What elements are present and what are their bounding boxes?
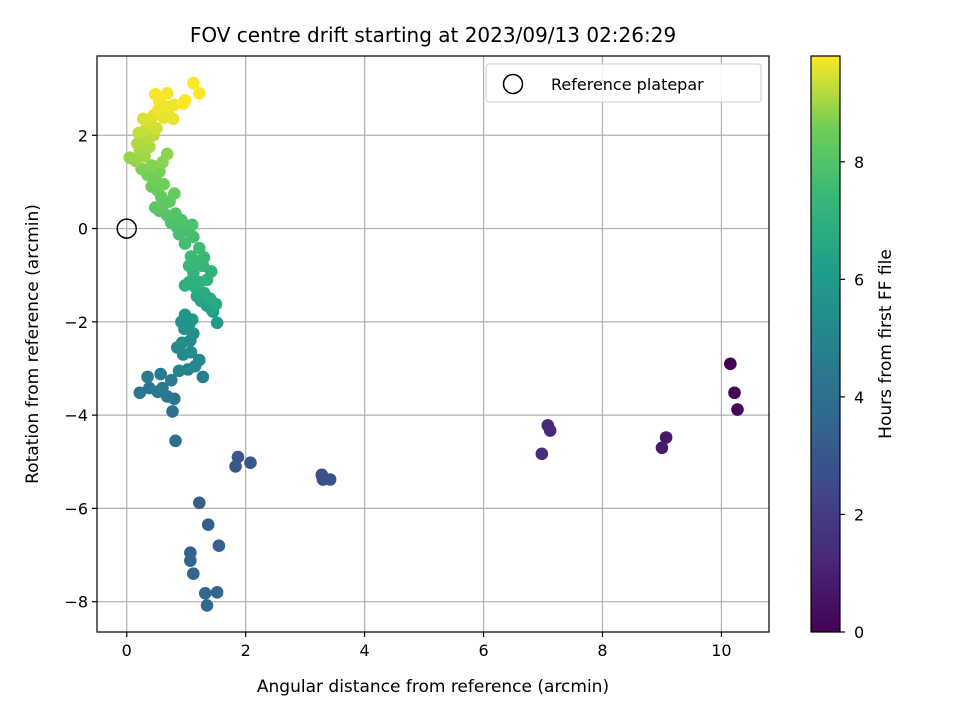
data-point: [201, 518, 215, 532]
data-point: [165, 373, 178, 387]
data-point: [185, 218, 199, 232]
data-points: [123, 76, 744, 612]
data-point: [197, 251, 211, 264]
x-tick-label: 8: [597, 641, 607, 660]
data-point: [160, 87, 174, 100]
colorbar-tick-label: 4: [854, 388, 864, 407]
colorbar-tick-label: 8: [854, 153, 864, 172]
data-point: [178, 279, 192, 292]
y-tick-label: 2: [78, 126, 88, 145]
y-tick-label: −2: [64, 313, 88, 332]
data-point: [166, 405, 179, 418]
data-point: [192, 496, 206, 510]
data-point: [184, 554, 197, 567]
colorbar: 0 2 4 6 8 Hours from first FF file: [810, 55, 896, 642]
x-tick-label: 6: [478, 641, 488, 660]
data-point: [212, 539, 226, 553]
reference-platepar-marker: [116, 218, 137, 239]
data-point: [184, 250, 198, 263]
data-point: [156, 381, 169, 395]
colorbar-tick-label: 0: [854, 623, 864, 642]
data-point: [187, 76, 200, 90]
data-point: [169, 434, 182, 448]
data-point: [160, 147, 174, 161]
data-point: [655, 441, 669, 455]
data-point: [244, 456, 257, 469]
grid: [97, 56, 769, 632]
colorbar-tick-label: 6: [854, 270, 864, 289]
data-point: [141, 370, 154, 384]
colorbar-ticks: 0 2 4 6 8: [840, 153, 864, 642]
data-point: [200, 599, 214, 612]
data-point: [145, 159, 159, 172]
data-point: [731, 403, 744, 416]
data-point: [168, 187, 181, 200]
data-point: [131, 137, 144, 150]
data-point: [724, 357, 737, 371]
data-point: [728, 386, 741, 400]
y-axis: −8 −6 −4 −2 0 2: [64, 126, 97, 612]
data-point: [196, 370, 210, 384]
legend-box: [485, 63, 762, 103]
data-point: [176, 97, 190, 110]
legend-entry-reference: Reference platepar: [551, 75, 704, 94]
x-tick-label: 4: [360, 641, 370, 660]
data-point: [192, 241, 206, 255]
colorbar-gradient: [810, 55, 841, 633]
data-point: [210, 316, 224, 330]
data-point: [137, 112, 150, 126]
data-point: [166, 112, 180, 126]
plot-frame: [96, 55, 770, 633]
legend-reference-marker: [502, 73, 524, 95]
data-point: [543, 424, 557, 437]
y-tick-label: −8: [64, 593, 88, 612]
x-tick-label: 10: [711, 641, 731, 660]
data-point: [192, 87, 206, 100]
chart-title: FOV centre drift starting at 2023/09/13 …: [190, 23, 676, 47]
x-axis: 0 2 4 6 8 10: [122, 632, 732, 660]
data-point: [198, 586, 212, 600]
data-point: [187, 567, 200, 581]
data-point: [210, 586, 224, 599]
data-point: [148, 87, 162, 101]
reference-marker: [116, 218, 137, 239]
data-point: [229, 460, 242, 473]
y-axis-label: Rotation from reference (arcmin): [23, 204, 43, 484]
data-point: [133, 386, 147, 400]
colorbar-label: Hours from first FF file: [876, 249, 896, 439]
colorbar-tick-label: 2: [854, 505, 864, 524]
legend: Reference platepar: [485, 63, 762, 103]
data-point: [169, 207, 182, 220]
data-point: [323, 473, 337, 486]
data-point: [178, 308, 192, 322]
y-tick-label: −6: [64, 499, 88, 518]
data-point: [197, 286, 211, 300]
data-point: [192, 353, 206, 367]
data-point: [184, 345, 198, 359]
y-tick-label: −4: [64, 406, 88, 425]
x-tick-label: 0: [122, 641, 132, 660]
data-point: [659, 431, 673, 444]
data-point: [154, 367, 167, 381]
y-tick-label: 0: [78, 220, 88, 239]
x-axis-label: Angular distance from reference (arcmin): [257, 677, 609, 697]
data-point: [535, 447, 549, 461]
x-tick-label: 2: [241, 641, 251, 660]
